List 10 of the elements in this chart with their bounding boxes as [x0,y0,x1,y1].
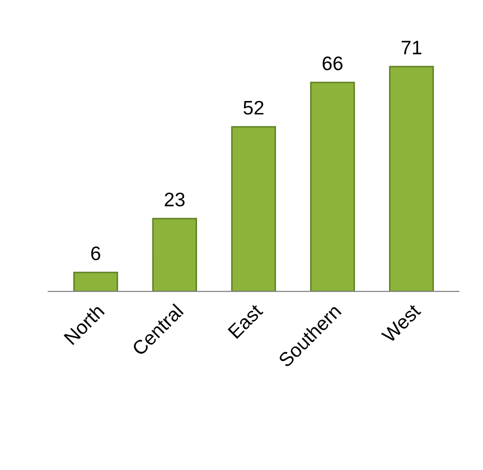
bar [73,272,118,292]
bar [310,82,355,292]
data-label: 6 [91,246,100,260]
bar [152,218,198,292]
bar [231,126,276,292]
data-label: 66 [322,56,342,70]
data-label: 23 [164,192,185,206]
bar [389,66,434,292]
data-label: 52 [244,100,264,115]
data-label: 71 [402,40,422,54]
